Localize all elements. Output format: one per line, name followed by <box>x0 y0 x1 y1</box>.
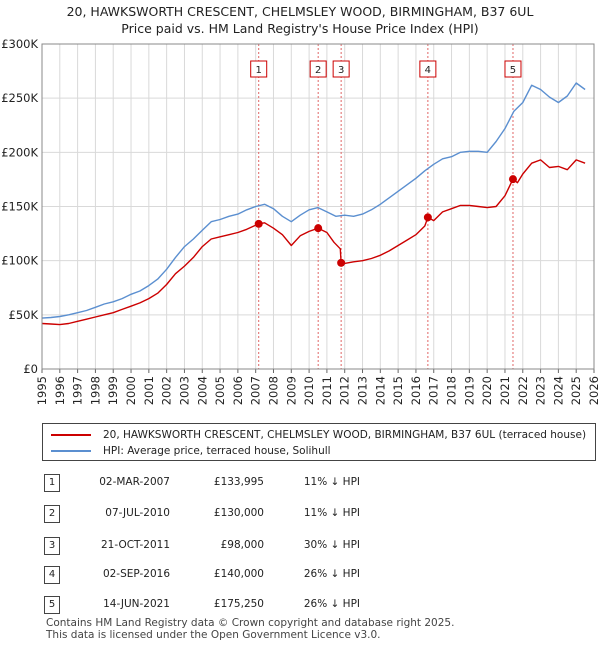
legend-line-icon <box>51 434 91 436</box>
transaction-number-badge: 3 <box>44 537 60 555</box>
x-tick-label: 2007 <box>249 376 263 405</box>
x-tick-label: 2000 <box>124 376 138 405</box>
x-tick-label: 2021 <box>498 376 512 405</box>
x-tick-label: 2009 <box>284 376 298 405</box>
x-tick-label: 2022 <box>516 376 530 405</box>
marker-3-label: 3 <box>338 65 344 76</box>
marker-4-label: 4 <box>425 65 431 76</box>
transaction-row: 5 14-JUN-2021 £175,250 26% ↓ HPI <box>42 596 372 616</box>
transaction-number-badge: 2 <box>44 505 60 523</box>
marker-4-box <box>419 60 437 78</box>
x-tick-label: 1998 <box>88 376 102 405</box>
marker-3-box <box>332 60 350 78</box>
sale-point-3 <box>337 258 346 267</box>
transaction-price: £140,000 <box>213 568 264 580</box>
legend-item-hpi: HPI: Average price, terraced house, Soli… <box>51 443 331 459</box>
sale-point-2 <box>314 224 323 233</box>
transaction-row: 2 07-JUL-2010 £130,000 11% ↓ HPI <box>42 505 372 525</box>
x-tick-label: 2010 <box>302 376 316 405</box>
y-tick-label: £250K <box>1 91 38 105</box>
transaction-hpi-diff: 26% ↓ HPI <box>303 568 360 580</box>
x-tick-label: 1999 <box>106 376 120 405</box>
transaction-date: 21-OCT-2011 <box>101 539 170 551</box>
footer-copyright: Contains HM Land Registry data © Crown c… <box>46 617 455 629</box>
y-tick-label: £50K <box>9 308 39 322</box>
transaction-number-badge: 1 <box>44 474 60 492</box>
legend-label-property: 20, HAWKSWORTH CRESCENT, CHELMSLEY WOOD,… <box>103 429 587 441</box>
legend-line-icon <box>51 450 91 452</box>
transaction-row: 1 02-MAR-2007 £133,995 11% ↓ HPI <box>42 474 372 494</box>
x-tick-label: 2016 <box>409 376 423 405</box>
sale-point-1 <box>254 219 263 228</box>
x-tick-label: 2004 <box>195 376 209 405</box>
x-tick-label: 2008 <box>266 376 280 405</box>
x-tick-label: 2001 <box>142 376 156 405</box>
price-chart: £0 £50K £100K £150K £200K £250K £300K 1995 1996 1… <box>1 37 600 405</box>
x-tick-label: 2020 <box>480 376 494 405</box>
transaction-hpi-diff: 11% ↓ HPI <box>303 476 360 488</box>
y-tick-label: £150K <box>1 200 38 214</box>
marker-2-label: 2 <box>315 65 321 76</box>
transaction-date: 07-JUL-2010 <box>105 507 170 519</box>
transaction-date: 02-SEP-2016 <box>102 568 170 580</box>
x-tick-label: 2026 <box>587 376 600 405</box>
footer: Contains HM Land Registry data © Crown c… <box>46 617 454 641</box>
footer-license: This data is licensed under the Open Gov… <box>46 629 381 641</box>
x-tick-label: 2003 <box>177 376 191 405</box>
legend: 20, HAWKSWORTH CRESCENT, CHELMSLEY WOOD,… <box>42 423 596 461</box>
sale-point-4 <box>423 213 432 222</box>
hpi-series-line <box>41 82 586 319</box>
marker-1-label: 1 <box>256 65 262 76</box>
transaction-row: 3 21-OCT-2011 £98,000 30% ↓ HPI <box>42 537 372 557</box>
x-tick-label: 1997 <box>71 376 85 405</box>
legend-item-property: 20, HAWKSWORTH CRESCENT, CHELMSLEY WOOD,… <box>51 427 586 443</box>
transaction-price: £175,250 <box>213 598 264 610</box>
x-tick-label: 2023 <box>534 376 548 405</box>
chart-subtitle: Price paid vs. HM Land Registry's House … <box>121 21 479 36</box>
property-series-line <box>41 159 586 326</box>
marker-5-label: 5 <box>510 65 516 76</box>
transaction-hpi-diff: 26% ↓ HPI <box>303 598 360 610</box>
y-tick-label: £300K <box>1 37 38 51</box>
transaction-number-badge: 5 <box>44 596 60 614</box>
transaction-hpi-diff: 30% ↓ HPI <box>303 539 360 551</box>
transaction-date: 02-MAR-2007 <box>99 476 170 488</box>
chart-title: 20, HAWKSWORTH CRESCENT, CHELMSLEY WOOD,… <box>66 4 534 19</box>
x-tick-label: 1995 <box>35 376 49 405</box>
transaction-number-badge: 4 <box>44 566 60 584</box>
legend-label-hpi: HPI: Average price, terraced house, Soli… <box>103 445 331 457</box>
transaction-hpi-diff: 11% ↓ HPI <box>303 507 360 519</box>
x-tick-label: 2011 <box>320 376 334 405</box>
y-tick-label: £0 <box>23 362 38 376</box>
x-tick-label: 2024 <box>551 376 565 405</box>
x-tick-label: 2013 <box>356 376 370 405</box>
x-tick-label: 2015 <box>391 376 405 405</box>
y-tick-label: £100K <box>1 254 38 268</box>
transaction-price: £98,000 <box>220 539 264 551</box>
x-tick-label: 2018 <box>445 376 459 405</box>
x-tick-label: 2005 <box>213 376 227 405</box>
marker-2-box <box>309 60 327 78</box>
x-tick-label: 2012 <box>338 376 352 405</box>
x-tick-label: 2025 <box>569 376 583 405</box>
sale-point-5 <box>508 175 517 184</box>
transaction-date: 14-JUN-2021 <box>103 598 170 610</box>
x-tick-label: 1996 <box>53 376 67 405</box>
marker-5-box <box>504 60 522 78</box>
x-tick-label: 2014 <box>373 376 387 405</box>
transaction-price: £130,000 <box>213 507 264 519</box>
y-tick-label: £200K <box>1 145 38 159</box>
transaction-row: 4 02-SEP-2016 £140,000 26% ↓ HPI <box>42 566 372 586</box>
x-tick-label: 2006 <box>231 376 245 405</box>
x-tick-label: 2002 <box>160 376 174 405</box>
plot-border <box>41 43 595 370</box>
transaction-price: £133,995 <box>213 476 264 488</box>
x-tick-label: 2019 <box>462 376 476 405</box>
marker-1-box <box>250 60 268 78</box>
x-tick-label: 2017 <box>427 376 441 405</box>
